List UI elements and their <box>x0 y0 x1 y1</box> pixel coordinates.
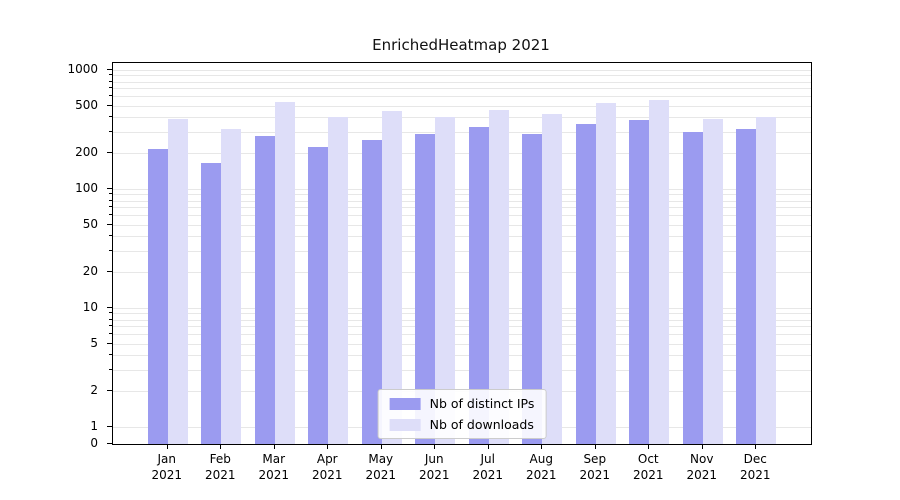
gridline <box>113 251 811 253</box>
bar-nb-of-downloads-apr <box>328 117 349 444</box>
gridline <box>113 319 811 321</box>
gridline <box>113 355 811 357</box>
x-tick-label-nov: Nov 2021 <box>672 451 732 483</box>
y-tick-label: 50 <box>82 216 98 231</box>
legend-item-distinct-ips: Nb of distinct IPs <box>389 396 535 411</box>
gridline <box>113 236 811 238</box>
gridline <box>113 200 811 202</box>
x-tick-label-year: 2021 <box>311 468 343 482</box>
bar-nb-of-downloads-sep <box>595 102 616 444</box>
bar-nb-of-distinct-ips-may <box>361 139 382 444</box>
x-tick-label-sep: Sep 2021 <box>565 451 625 483</box>
gridline <box>113 194 811 196</box>
y-tick-label: 500 <box>75 97 98 112</box>
y-tick-label: 10 <box>82 300 98 314</box>
bar-nb-of-downloads-dec <box>756 117 777 444</box>
x-tick-label-year: 2021 <box>525 468 557 482</box>
gridline <box>113 105 811 107</box>
gridline <box>113 207 811 209</box>
bar-nb-of-downloads-may <box>381 111 402 444</box>
legend-label-distinct-ips: Nb of distinct IPs <box>429 396 535 411</box>
x-tick-label-year: 2021 <box>418 468 450 482</box>
y-tick-label: 0 <box>90 436 98 450</box>
legend-item-downloads: Nb of downloads <box>389 417 535 432</box>
gridline <box>113 334 811 336</box>
gridline <box>113 272 811 274</box>
bar-nb-of-downloads-jan <box>167 118 188 444</box>
x-tick-label-year: 2021 <box>151 468 183 482</box>
bar-nb-of-distinct-ips-jan <box>147 149 168 444</box>
gridline <box>113 132 811 134</box>
y-tick-label: 20 <box>82 264 98 279</box>
bar-nb-of-downloads-feb <box>221 128 242 444</box>
x-tick-label-year: 2021 <box>258 468 290 482</box>
x-tick-label-jun: Jun 2021 <box>404 451 464 483</box>
gridline <box>113 224 811 226</box>
chart-title: EnrichedHeatmap 2021 <box>372 36 550 54</box>
bar-nb-of-downloads-mar <box>274 101 295 444</box>
bar-nb-of-distinct-ips-mar <box>254 135 275 444</box>
gridline <box>113 326 811 328</box>
gridline <box>113 96 811 98</box>
bar-nb-of-distinct-ips-apr <box>308 147 329 444</box>
bar-nb-of-distinct-ips-dec <box>736 128 757 444</box>
x-tick-label-mar: Mar 2021 <box>244 451 304 483</box>
gridline <box>113 81 811 83</box>
y-tick-label: 1000 <box>67 62 98 76</box>
gridline <box>113 215 811 217</box>
y-tick-label: 5 <box>90 335 98 350</box>
x-tick-label-jan: Jan 2021 <box>137 451 197 483</box>
bar-nb-of-distinct-ips-feb <box>201 163 222 444</box>
gridline <box>113 88 811 90</box>
gridline <box>113 370 811 372</box>
plot-area: Nb of distinct IPs Nb of downloads <box>112 62 812 445</box>
gridline <box>113 308 811 309</box>
gridline <box>113 343 811 345</box>
bar-nb-of-distinct-ips-jun <box>415 133 436 444</box>
gridline <box>113 75 811 77</box>
x-tick-label-year: 2021 <box>632 468 664 482</box>
gridline <box>113 153 811 155</box>
bar-nb-of-downloads-aug <box>542 114 563 444</box>
legend-label-downloads: Nb of downloads <box>429 417 534 432</box>
bar-nb-of-distinct-ips-nov <box>682 132 703 444</box>
x-tick-label-aug: Aug 2021 <box>511 451 571 483</box>
x-tick-label-jul: Jul 2021 <box>458 451 518 483</box>
gridline <box>113 117 811 119</box>
bar-nb-of-distinct-ips-jul <box>468 127 489 444</box>
gridline <box>113 189 811 190</box>
x-tick-label-year: 2021 <box>472 468 504 482</box>
legend-swatch-downloads <box>389 418 421 431</box>
x-tick-label-year: 2021 <box>686 468 718 482</box>
y-tick-label: 100 <box>75 181 98 195</box>
bar-nb-of-distinct-ips-sep <box>575 124 596 444</box>
x-tick-label-may: May 2021 <box>351 451 411 483</box>
x-tick-label-oct: Oct 2021 <box>618 451 678 483</box>
legend-swatch-distinct-ips <box>389 397 421 410</box>
grid-layer <box>113 63 811 444</box>
gridline <box>113 70 811 71</box>
x-tick-label-year: 2021 <box>365 468 397 482</box>
x-tick-label-year: 2021 <box>739 468 771 482</box>
y-tick-label: 2 <box>90 383 98 398</box>
x-tick-label-dec: Dec 2021 <box>725 451 785 483</box>
bar-nb-of-downloads-jun <box>435 117 456 444</box>
bars-layer <box>113 63 811 444</box>
y-tick-label: 200 <box>75 145 98 160</box>
x-tick-label-year: 2021 <box>204 468 236 482</box>
x-tick-label-year: 2021 <box>579 468 611 482</box>
y-tick-label: 1 <box>90 419 98 433</box>
bar-nb-of-downloads-nov <box>702 118 723 444</box>
bar-nb-of-distinct-ips-aug <box>522 133 543 444</box>
legend: Nb of distinct IPs Nb of downloads <box>377 389 547 439</box>
x-tick-label-apr: Apr 2021 <box>297 451 357 483</box>
bar-nb-of-downloads-oct <box>649 99 670 444</box>
bar-nb-of-downloads-jul <box>488 110 509 444</box>
gridline <box>113 313 811 315</box>
bar-nb-of-distinct-ips-oct <box>629 120 650 444</box>
x-tick-label-feb: Feb 2021 <box>190 451 250 483</box>
